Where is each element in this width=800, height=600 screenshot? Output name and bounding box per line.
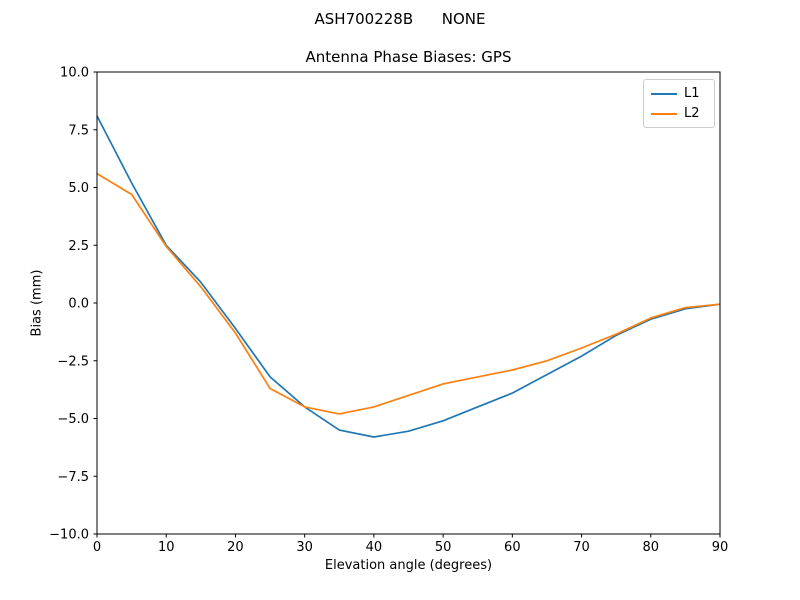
svg-text:−2.5: −2.5 <box>57 354 89 369</box>
svg-text:90: 90 <box>712 540 729 555</box>
svg-text:50: 50 <box>435 540 452 555</box>
legend: L1 L2 <box>643 79 715 128</box>
svg-text:60: 60 <box>504 540 521 555</box>
svg-text:10.0: 10.0 <box>60 66 89 81</box>
y-axis-label: Bias (mm) <box>29 269 45 337</box>
chart-title: Antenna Phase Biases: GPS <box>305 48 512 66</box>
svg-text:0: 0 <box>93 540 101 555</box>
svg-text:7.5: 7.5 <box>68 123 89 138</box>
svg-text:20: 20 <box>227 540 244 555</box>
l1-line-swatch <box>651 92 677 95</box>
axes-frame <box>96 71 721 535</box>
legend-item-l2: L2 <box>651 106 706 121</box>
svg-text:40: 40 <box>366 540 383 555</box>
svg-text:80: 80 <box>643 540 660 555</box>
x-axis-ticks: 0 10 20 30 40 50 60 70 80 90 <box>93 534 728 555</box>
svg-text:−10.0: −10.0 <box>49 528 89 543</box>
svg-text:−7.5: −7.5 <box>57 470 89 485</box>
svg-text:2.5: 2.5 <box>68 239 89 254</box>
svg-text:30: 30 <box>296 540 313 555</box>
svg-text:−5.0: −5.0 <box>57 412 89 427</box>
l2-line-swatch <box>651 112 677 115</box>
legend-item-l1: L1 <box>651 86 706 101</box>
x-axis-label: Elevation angle (degrees) <box>324 558 493 573</box>
legend-label-l1: L1 <box>684 86 700 101</box>
y-axis-ticks: 10.0 7.5 5.0 2.5 0.0 −2.5 −5.0 −7.5 −10.0 <box>49 66 97 543</box>
svg-text:5.0: 5.0 <box>68 181 89 196</box>
figure-suptitle: ASH700228B NONE <box>314 10 486 28</box>
legend-label-l2: L2 <box>684 106 700 121</box>
svg-text:0.0: 0.0 <box>68 297 89 312</box>
svg-text:10: 10 <box>158 540 175 555</box>
svg-text:70: 70 <box>573 540 590 555</box>
series-line-l1 <box>96 115 721 438</box>
series-line-l2 <box>96 172 721 415</box>
